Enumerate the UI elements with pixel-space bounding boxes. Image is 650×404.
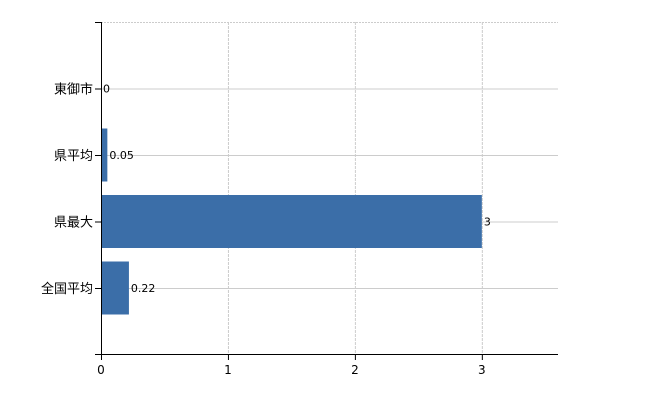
data-label: 3 bbox=[484, 216, 491, 229]
category-label: 全国平均 bbox=[41, 281, 93, 297]
category-label: 県平均 bbox=[54, 149, 93, 164]
x-tick-label: 2 bbox=[351, 363, 359, 377]
data-label: 0.05 bbox=[109, 149, 134, 162]
x-tick-label: 3 bbox=[478, 363, 486, 377]
data-label: 0.22 bbox=[131, 282, 156, 295]
category-label: 県最大 bbox=[54, 216, 93, 231]
bar-2 bbox=[101, 195, 482, 248]
bar-1 bbox=[101, 128, 108, 182]
category-label: 東御市 bbox=[54, 82, 93, 98]
bar-3 bbox=[101, 261, 129, 315]
x-tick-label: 1 bbox=[224, 363, 232, 377]
data-label: 0 bbox=[103, 83, 110, 96]
x-tick-label: 0 bbox=[97, 363, 105, 377]
